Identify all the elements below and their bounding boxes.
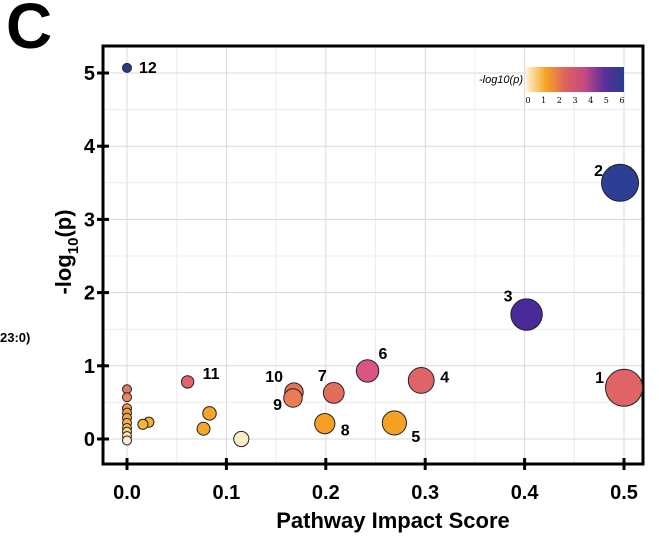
point: [122, 392, 132, 403]
y-tick-label: 5: [84, 63, 95, 85]
y-tick-label: 3: [84, 209, 95, 231]
y-tick-label: 2: [84, 283, 95, 305]
point-label-1: 1: [595, 370, 604, 387]
legend-tick-label: 3: [572, 96, 577, 105]
x-tick-label: 0.3: [411, 482, 439, 504]
point-3: [510, 298, 543, 331]
y-axis-title: -log10(p): [51, 209, 82, 294]
legend-title: -log10(p): [479, 74, 523, 86]
point: [122, 435, 132, 446]
legend-tick-label: 6: [619, 96, 624, 105]
grid: [103, 46, 643, 464]
plot-frame: [101, 44, 645, 466]
point-8: [314, 413, 336, 435]
x-axis-title: Pathway Impact Score: [276, 508, 510, 533]
point-7: [322, 382, 345, 404]
colorbar-legend: -log10(p) 0 1 2 3 4 5 6: [479, 67, 625, 105]
point: [202, 406, 217, 421]
y-tick-label: 4: [84, 136, 96, 158]
point-label-4: 4: [440, 369, 449, 386]
legend-tick-label: 5: [604, 96, 609, 105]
point-1: [605, 368, 643, 407]
point-label-11: 11: [203, 366, 220, 383]
panel-label: C: [6, 0, 53, 62]
legend-tick-label: 1: [541, 96, 546, 105]
legend-tick-label: 4: [588, 96, 593, 105]
point: [233, 430, 250, 448]
axis-titles: Pathway Impact Score -log10(p): [51, 209, 510, 533]
point-9: [283, 388, 303, 408]
x-tick-label: 0.0: [113, 482, 141, 504]
legend-tick-label: 0: [525, 96, 530, 105]
point-6: [355, 359, 380, 383]
point: [137, 418, 149, 430]
point-4: [407, 367, 435, 394]
point-label-12: 12: [139, 60, 157, 77]
point-12: [122, 62, 132, 73]
x-tick-label: 0.4: [511, 482, 540, 504]
point: [196, 421, 211, 436]
x-tick-label: 0.2: [312, 482, 340, 504]
point-11: [180, 375, 195, 389]
point-label-2: 2: [594, 163, 603, 180]
x-tick-label: 0.1: [212, 482, 240, 504]
point-label-3: 3: [504, 289, 513, 306]
legend-tick-label: 2: [557, 96, 562, 105]
y-tick-label: 1: [84, 356, 95, 378]
colorbar: [526, 67, 624, 92]
point-label-10: 10: [265, 369, 283, 386]
point-label-7: 7: [318, 368, 327, 385]
point-label-9: 9: [273, 397, 282, 414]
x-tick-label: 0.5: [610, 482, 638, 504]
point-label-8: 8: [341, 423, 350, 440]
point-5: [381, 410, 407, 436]
y-tick-label: 0: [84, 429, 95, 451]
point-2: [601, 163, 640, 202]
point-label-5: 5: [411, 429, 420, 446]
point-label-6: 6: [379, 346, 388, 363]
side-text: 23:0): [0, 330, 31, 345]
